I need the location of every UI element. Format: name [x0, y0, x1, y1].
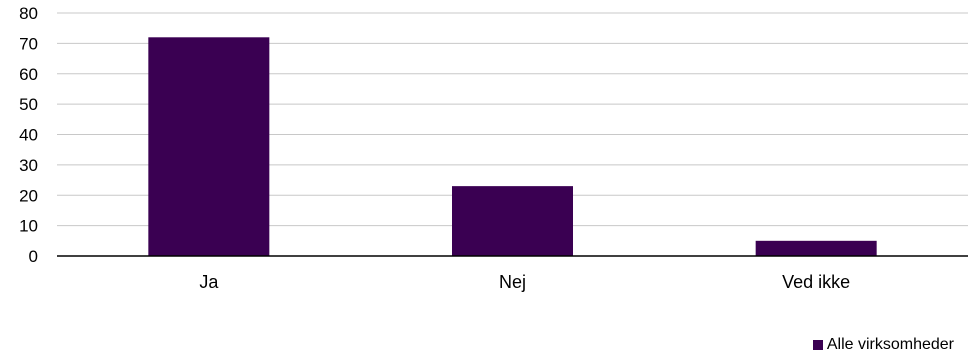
legend-label: Alle virksomheder	[826, 336, 954, 353]
bar-ved-ikke	[755, 240, 877, 256]
bars	[148, 37, 877, 256]
y-axis-ticks: 0 10 20 30 40 50 60 70 80	[19, 4, 38, 266]
y-tick-label: 20	[19, 186, 38, 205]
y-tick-label: 40	[19, 126, 38, 145]
x-axis-ticks: Ja Nej Ved ikke	[199, 272, 850, 292]
y-tick-label: 30	[19, 156, 38, 175]
x-tick-label: Nej	[499, 272, 526, 292]
bar-ja	[148, 37, 270, 256]
x-tick-label: Ved ikke	[782, 272, 850, 292]
bar-nej	[452, 186, 573, 256]
y-tick-label: 70	[19, 34, 38, 53]
y-tick-label: 0	[29, 247, 38, 266]
y-tick-label: 50	[19, 95, 38, 114]
y-tick-label: 80	[19, 4, 38, 23]
y-tick-label: 60	[19, 65, 38, 84]
legend: Alle virksomheder	[812, 336, 954, 354]
x-tick-label: Ja	[199, 272, 219, 292]
legend-swatch	[812, 340, 823, 350]
y-tick-label: 10	[19, 217, 38, 236]
